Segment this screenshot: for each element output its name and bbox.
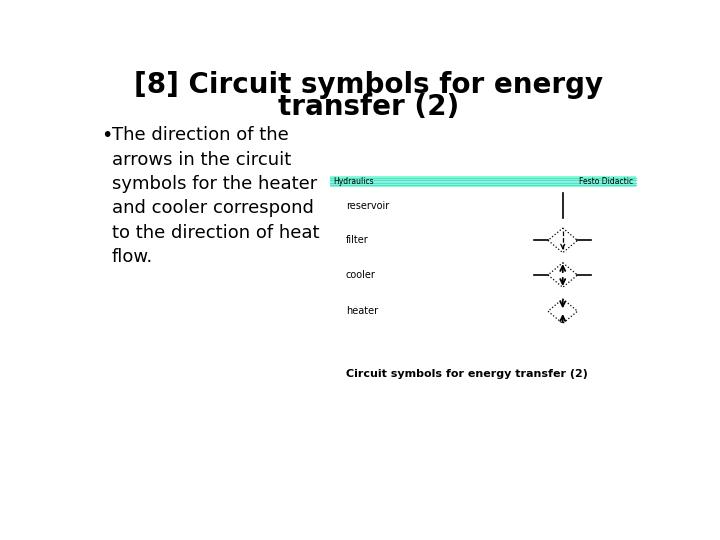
Text: The direction of the
arrows in the circuit
symbols for the heater
and cooler cor: The direction of the arrows in the circu… — [112, 126, 319, 266]
Text: Festo Didactic: Festo Didactic — [579, 177, 634, 186]
Text: filter: filter — [346, 235, 369, 245]
Text: transfer (2): transfer (2) — [279, 92, 459, 120]
Text: [8] Circuit symbols for energy: [8] Circuit symbols for energy — [135, 71, 603, 99]
Bar — [330, 177, 636, 187]
Text: •: • — [101, 126, 112, 145]
Text: reservoir: reservoir — [346, 201, 389, 211]
Text: Hydraulics: Hydraulics — [333, 177, 374, 186]
Text: Circuit symbols for energy transfer (2): Circuit symbols for energy transfer (2) — [346, 369, 588, 379]
Text: cooler: cooler — [346, 270, 376, 280]
Text: heater: heater — [346, 306, 378, 316]
